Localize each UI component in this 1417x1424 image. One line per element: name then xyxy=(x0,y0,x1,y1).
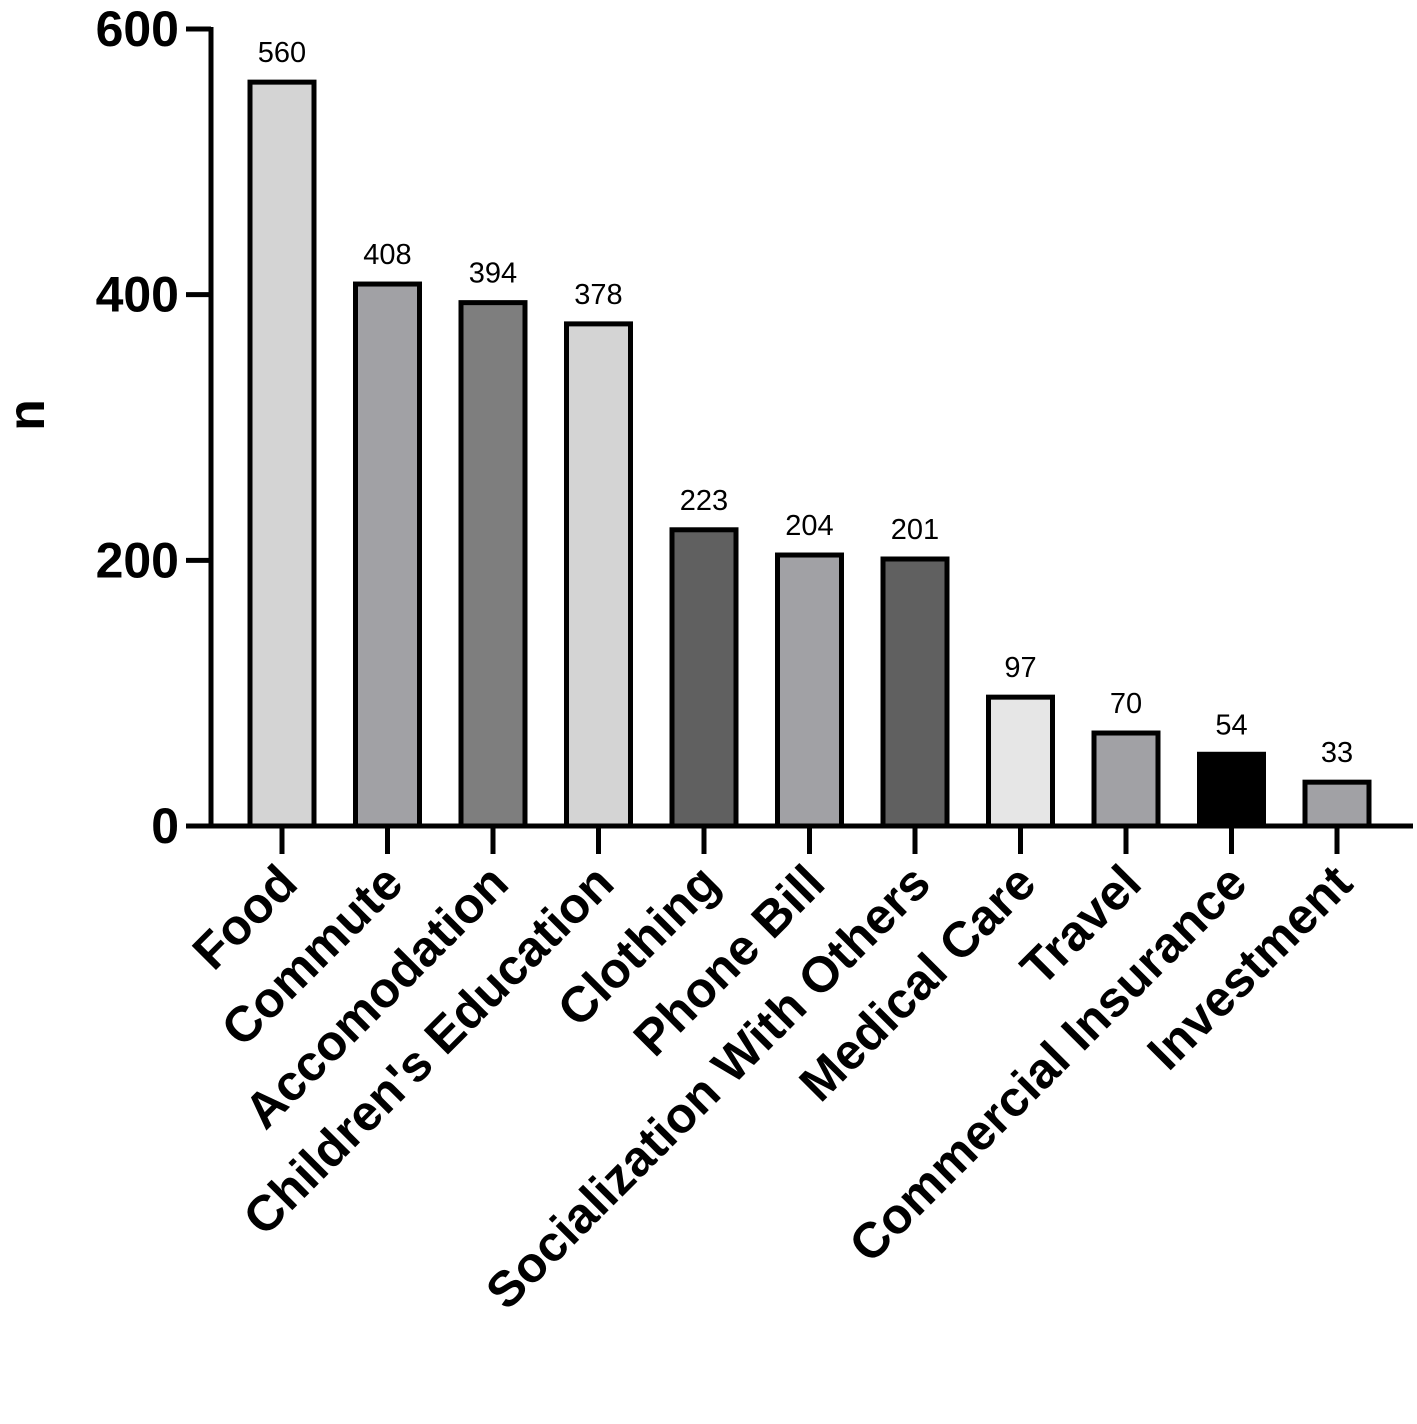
bar xyxy=(458,300,528,829)
bar xyxy=(353,281,422,829)
bar xyxy=(1091,730,1161,829)
bar xyxy=(1197,751,1266,829)
bar xyxy=(669,527,739,829)
bar xyxy=(986,694,1055,829)
data-label: 54 xyxy=(1215,709,1247,741)
y-ticks-layer: 0 200 400 600 xyxy=(96,1,211,854)
axes-layer xyxy=(186,27,1413,829)
data-label: 378 xyxy=(574,279,622,311)
data-labels-layer: 560 408 394 378 223 204 201 97 70 54 33 xyxy=(258,37,1353,769)
y-axis-title: n xyxy=(0,399,56,431)
bar xyxy=(564,321,633,829)
data-label: 223 xyxy=(680,485,728,517)
data-label: 70 xyxy=(1110,688,1142,720)
bar xyxy=(1302,779,1372,829)
data-label: 33 xyxy=(1321,737,1353,769)
data-label: 408 xyxy=(363,239,411,271)
y-tick-label: 200 xyxy=(96,532,179,588)
y-tick-label: 600 xyxy=(96,1,179,57)
bars-layer xyxy=(247,79,1372,829)
y-tick-label: 0 xyxy=(151,798,179,854)
data-label: 394 xyxy=(469,258,517,290)
data-label: 204 xyxy=(785,510,833,542)
bar xyxy=(247,79,317,829)
data-label: 201 xyxy=(891,514,939,546)
data-label: 97 xyxy=(1004,652,1036,684)
data-label: 560 xyxy=(258,37,306,69)
bar xyxy=(775,552,844,829)
y-tick-label: 400 xyxy=(96,267,179,323)
bar xyxy=(880,556,950,829)
